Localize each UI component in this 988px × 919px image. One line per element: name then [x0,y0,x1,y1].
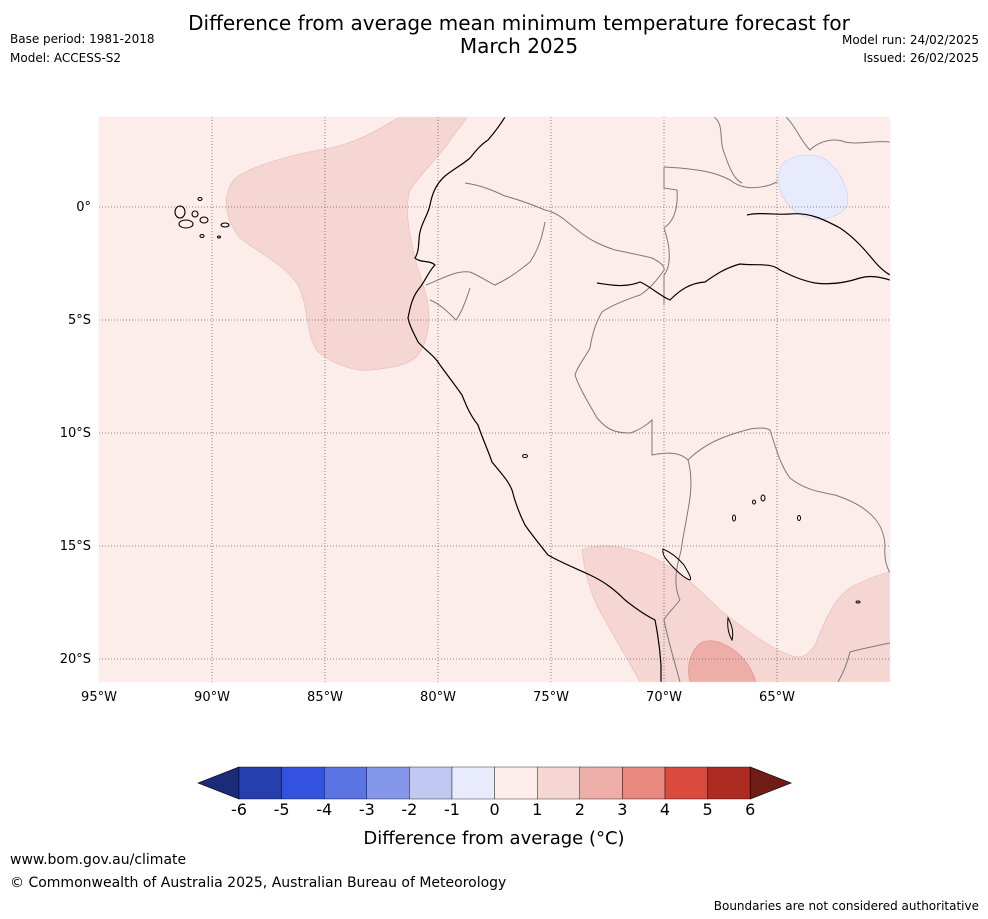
colorbar-tick-label: 5 [702,800,713,819]
colorbar-tick-label: 6 [745,800,756,819]
lon-label: 75°W [533,690,569,705]
lat-label: 0° [76,200,91,215]
colorbar-segment [537,766,581,800]
lat-label: 20°S [59,652,91,667]
model-run-text: Model run: 24/02/2025 [841,33,979,47]
colorbar-tick-label: -6 [231,800,247,819]
country-borders [425,117,890,682]
colorbar-segment [664,766,708,800]
anomaly-region-negative [778,154,848,220]
footer-url[interactable]: www.bom.gov.au/climate [10,852,187,868]
colorbar-tick-label: 3 [617,800,628,819]
colorbar-segment [409,766,453,800]
colorbar-over-arrow [749,766,793,800]
lon-label: 65°W [759,690,795,705]
colorbar-tick-label: -5 [273,800,290,819]
lon-label: 85°W [307,690,343,705]
colorbar-tick-label: 1 [532,800,543,819]
colorbar-tick-label: 0 [489,800,500,819]
colorbar-segment [451,766,495,800]
coastline [407,117,890,682]
footer-note: Boundaries are not considered authoritat… [713,899,979,913]
lon-label: 80°W [420,690,456,705]
colorbar-tick-label: 4 [659,800,671,819]
colorbar [197,766,793,800]
lon-label: 95°W [81,690,117,705]
lat-label: 10°S [59,426,91,441]
colorbar-segment [366,766,410,800]
colorbar-segment [707,766,751,800]
graticule [99,117,890,682]
colorbar-tick-label: -4 [316,800,333,819]
colorbar-segment [281,766,325,800]
colorbar-tick-label: -1 [444,800,460,819]
lon-label: 90°W [194,690,230,705]
colorbar-segment [579,766,623,800]
colorbar-tick-label: 2 [574,800,585,819]
model-text: Model: ACCESS-S2 [10,51,122,65]
lon-label: 70°W [646,690,682,705]
map-background [99,117,890,682]
footer-copyright: © Commonwealth of Australia 2025, Austra… [10,875,507,891]
colorbar-segment [323,766,367,800]
lat-label: 15°S [59,539,91,554]
anomaly-region-1to2-pacific [226,117,468,371]
colorbar-tick-label: -3 [358,800,375,819]
galapagos-islands [174,196,230,239]
colorbar-label: Difference from average (°C) [363,828,625,849]
colorbar-tick-label: -2 [401,800,418,819]
colorbar-segment [238,766,282,800]
issued-text: Issued: 26/02/2025 [863,51,979,65]
base-period-text: Base period: 1981-2018 [10,32,155,46]
map-title: Difference from average mean minimum tem… [188,11,850,58]
colorbar-under-arrow [197,766,240,800]
forecast-map [98,116,891,683]
lat-label: 5°S [67,313,91,328]
colorbar-segment [494,766,538,800]
lakes [522,454,861,642]
colorbar-segment [622,766,666,800]
